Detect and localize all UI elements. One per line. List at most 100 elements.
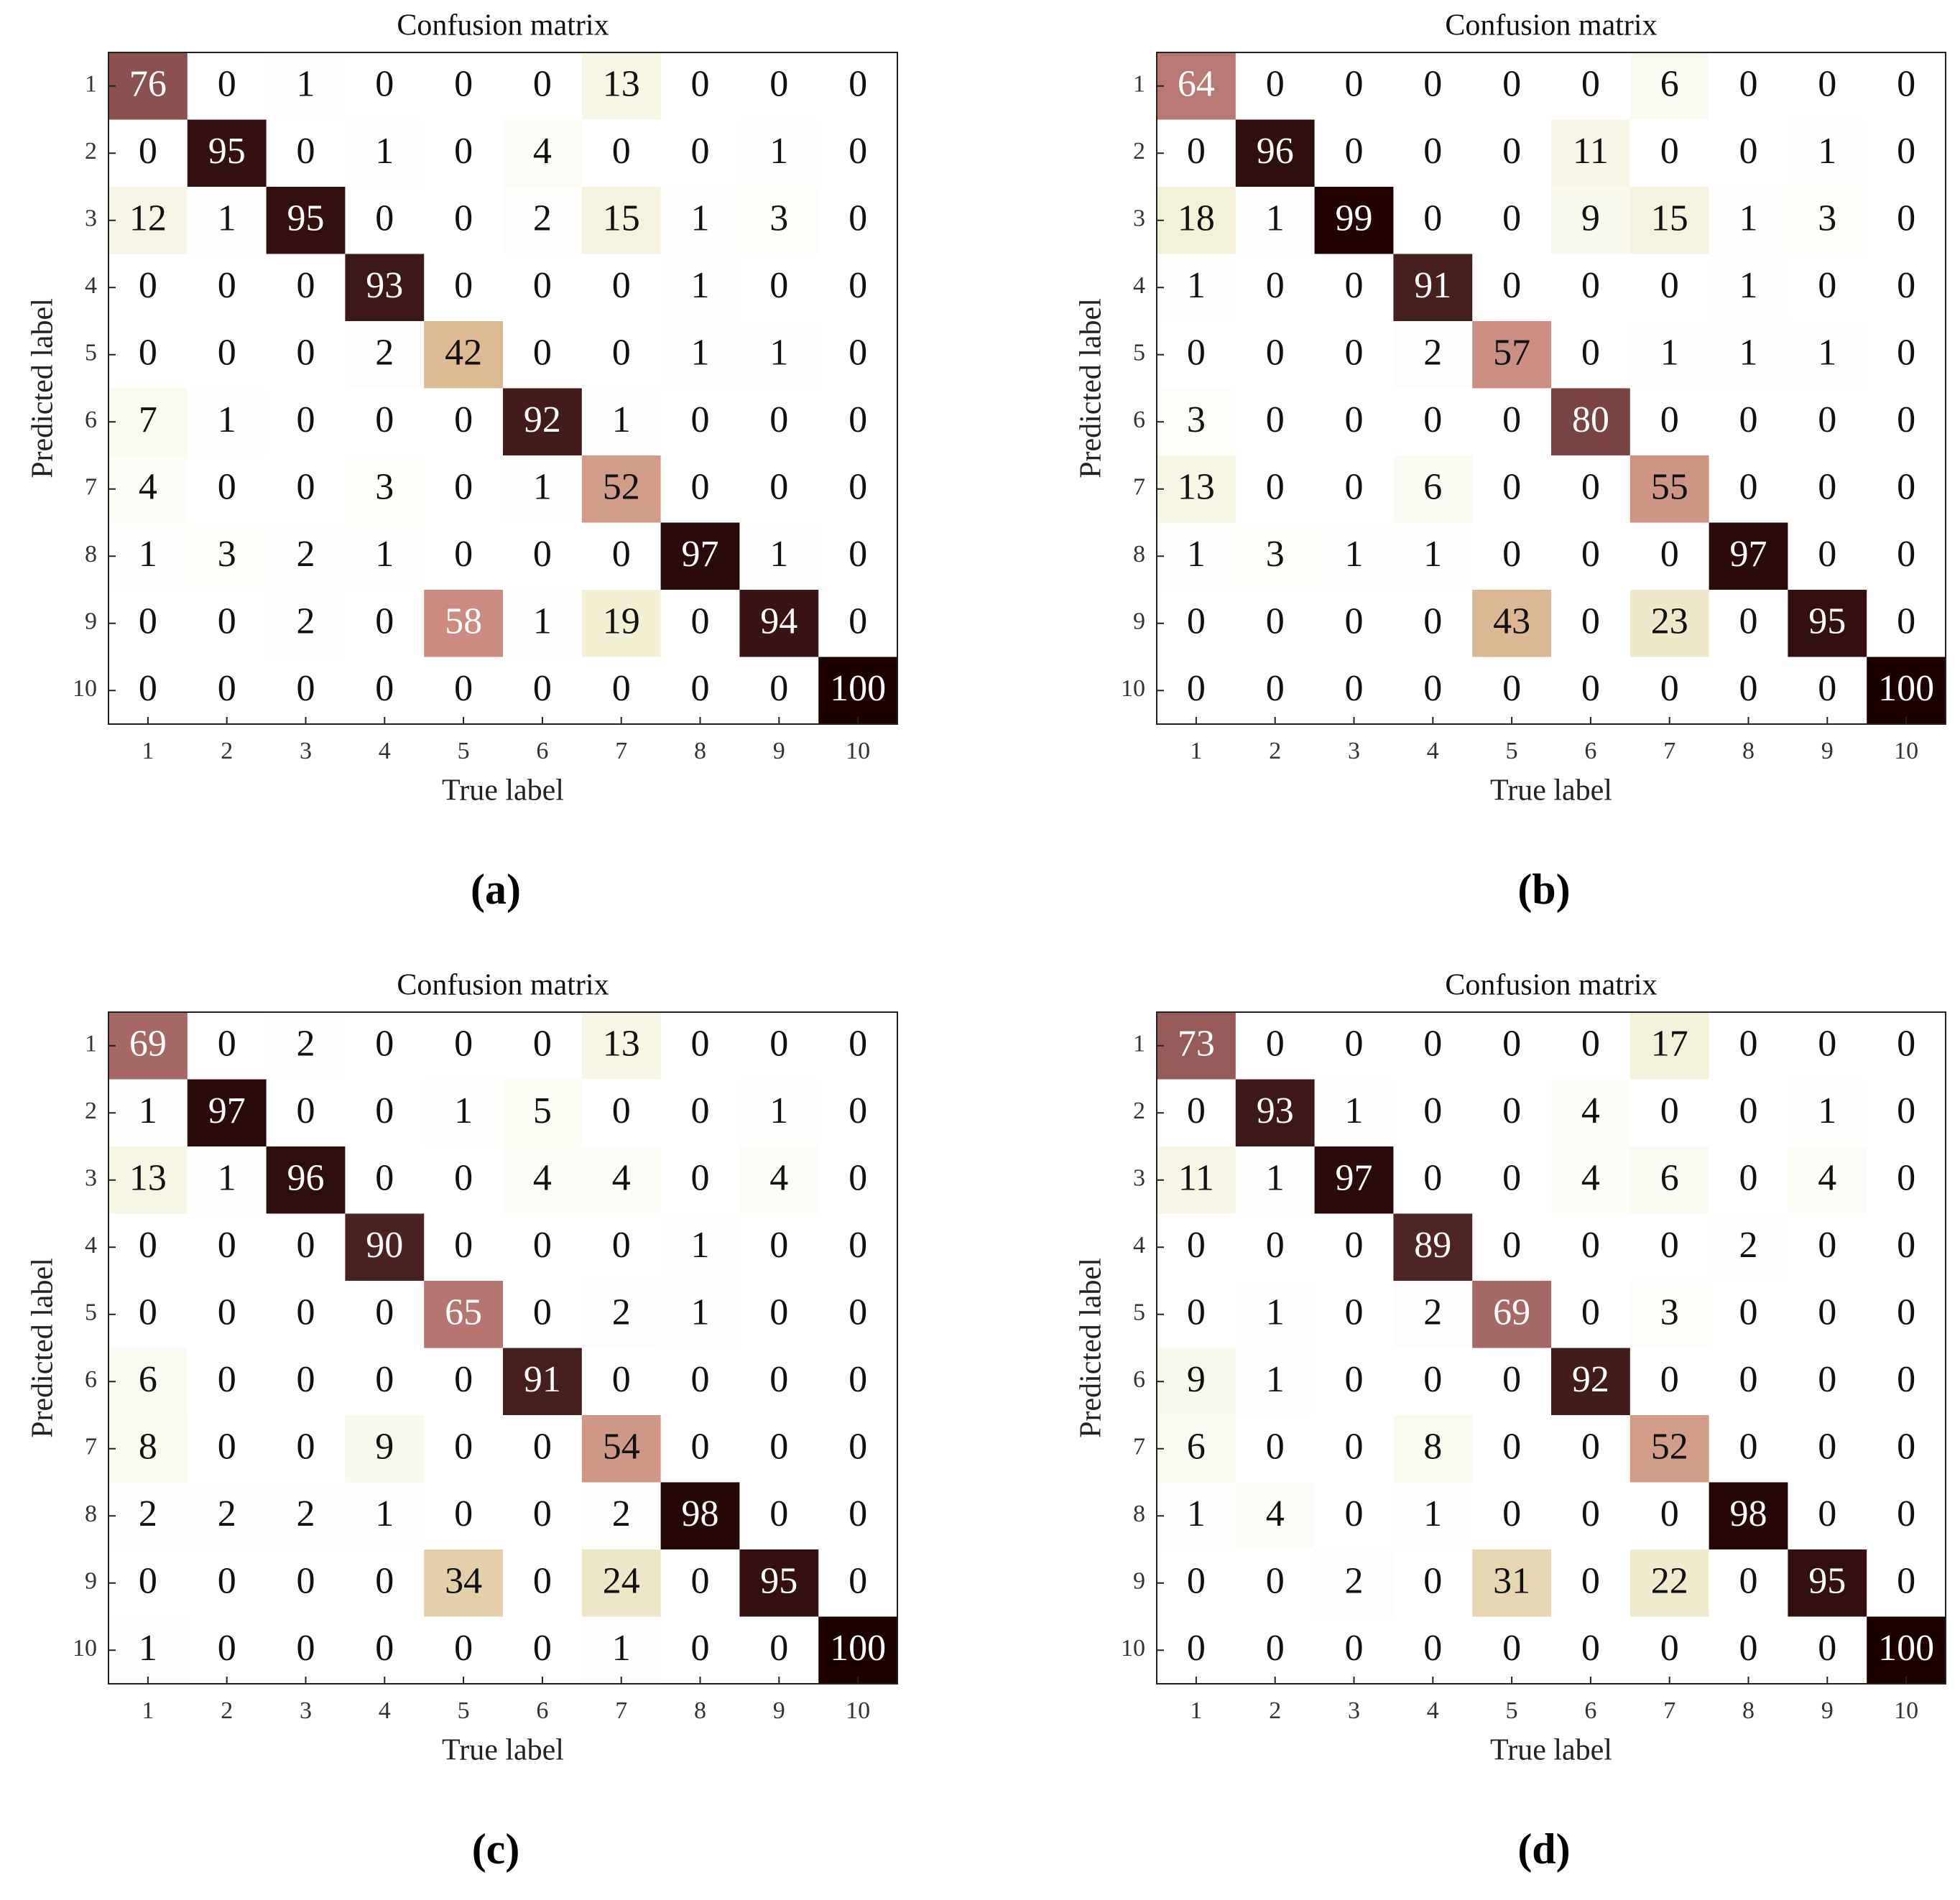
cell: [1393, 1281, 1473, 1348]
cell: [1709, 1549, 1788, 1617]
cell-label: 0: [612, 265, 631, 306]
cell-label: 1: [691, 1292, 710, 1333]
cell: [1157, 1482, 1236, 1550]
cell-label: 96: [287, 1158, 325, 1199]
cell: [1788, 119, 1867, 187]
cell: [187, 388, 267, 456]
cell-label: 23: [1651, 601, 1688, 642]
cell-label: 0: [1345, 64, 1364, 105]
cell-label: 0: [612, 333, 631, 374]
cell: [739, 119, 819, 187]
cell: [1867, 1281, 1946, 1348]
cell: [1630, 1012, 1710, 1080]
x-tick-label: 9: [1821, 1697, 1834, 1724]
cell: [503, 1213, 583, 1282]
y-axis-label: Predicted label: [1075, 1258, 1108, 1438]
cell: [1235, 388, 1316, 456]
cell-label: 4: [533, 1158, 552, 1199]
cell-label: 0: [1266, 1427, 1285, 1468]
panel: 69 0 2 0 0 0 13 0 0 01 97 0 0 1 5 0 0 1 013 1 96 0 0 4 4 0 4 00 0 0 90…: [27, 969, 898, 1873]
cell: [1709, 52, 1788, 120]
cell: [1788, 1012, 1867, 1080]
cell-label: 0: [1502, 1158, 1521, 1199]
cell-label: 0: [1581, 467, 1600, 508]
cell: [1630, 1281, 1710, 1348]
cell-label: 0: [1818, 668, 1836, 709]
cell: [1867, 1415, 1946, 1483]
cell-label: 9: [1187, 1359, 1206, 1400]
cell-label: 1: [1266, 1158, 1285, 1199]
y-axis-label: Predicted label: [27, 1258, 60, 1438]
x-tick-label: 9: [773, 1697, 785, 1724]
cell-label: 0: [1502, 1024, 1521, 1065]
cell-label: 0: [769, 467, 788, 508]
cell-label: 0: [1897, 1158, 1915, 1199]
cell: [1157, 1415, 1236, 1483]
cell: [1157, 455, 1236, 523]
cell: [1393, 321, 1473, 389]
cell-label: 0: [849, 1024, 867, 1065]
cell: [266, 657, 346, 725]
cell-label: 6: [1423, 467, 1442, 508]
cell: [1314, 321, 1394, 389]
cell: [1393, 657, 1473, 725]
cell-label: 0: [849, 1493, 867, 1534]
x-tick-label: 6: [536, 1697, 548, 1724]
cell-label: 0: [1660, 1090, 1679, 1131]
cell: [1867, 1348, 1946, 1416]
cell-label: 0: [1502, 534, 1521, 575]
cell-label: 0: [849, 1561, 867, 1602]
cell-label: 0: [1897, 1090, 1915, 1131]
cell-label: 0: [1581, 333, 1600, 374]
y-tick-label: 3: [85, 1165, 97, 1192]
y-tick-label: 8: [85, 541, 97, 567]
cell: [581, 52, 662, 120]
x-tick-label: 10: [846, 1697, 870, 1724]
cell-label: 1: [1187, 1493, 1206, 1534]
y-tick-label: 5: [85, 340, 97, 366]
cell-label: 0: [1266, 333, 1285, 374]
cell: [1314, 1348, 1394, 1416]
y-tick-label: 10: [73, 675, 97, 702]
x-tick-label: 8: [694, 738, 706, 764]
cell: [1709, 1012, 1788, 1080]
cell: [187, 1213, 267, 1282]
cell-label: 0: [533, 1024, 552, 1065]
cell: [1472, 1482, 1552, 1550]
cell: [660, 321, 740, 389]
cell-label: 0: [849, 534, 867, 575]
cell-label: 1: [1345, 534, 1364, 575]
cell-label: 0: [691, 1359, 710, 1400]
cell-label: 0: [769, 1024, 788, 1065]
cell-label: 0: [1660, 668, 1679, 709]
x-axis-label: True label: [442, 1734, 564, 1767]
cell: [818, 1415, 898, 1483]
cell-label: 0: [139, 131, 157, 172]
x-tick-label: 8: [1742, 1697, 1755, 1724]
cell: [424, 590, 504, 657]
cell: [1393, 388, 1473, 456]
cell-label: 0: [375, 198, 394, 239]
x-tick-label: 2: [221, 738, 233, 764]
cell-label: 98: [1730, 1493, 1767, 1534]
x-axis-label: True label: [442, 774, 564, 807]
cell-label: 0: [1818, 1024, 1836, 1065]
cell-label: 0: [1581, 1561, 1600, 1602]
y-tick-label: 7: [1133, 1434, 1145, 1460]
cell-label: 1: [1739, 265, 1758, 306]
cell: [1314, 1616, 1394, 1684]
cell: [1314, 455, 1394, 523]
cell: [818, 254, 898, 322]
cell-label: 0: [849, 198, 867, 239]
cell: [1472, 52, 1552, 120]
cell-label: 0: [1897, 534, 1915, 575]
cell-label: 0: [691, 1090, 710, 1131]
cell: [1314, 1415, 1394, 1483]
cell-label: 3: [769, 198, 788, 239]
cell: [1788, 388, 1867, 456]
cell-label: 11: [1573, 131, 1609, 172]
cell: [1709, 590, 1788, 657]
cell-label: 57: [1493, 333, 1530, 374]
y-tick-label: 10: [1121, 1635, 1145, 1662]
cell: [187, 1281, 267, 1348]
